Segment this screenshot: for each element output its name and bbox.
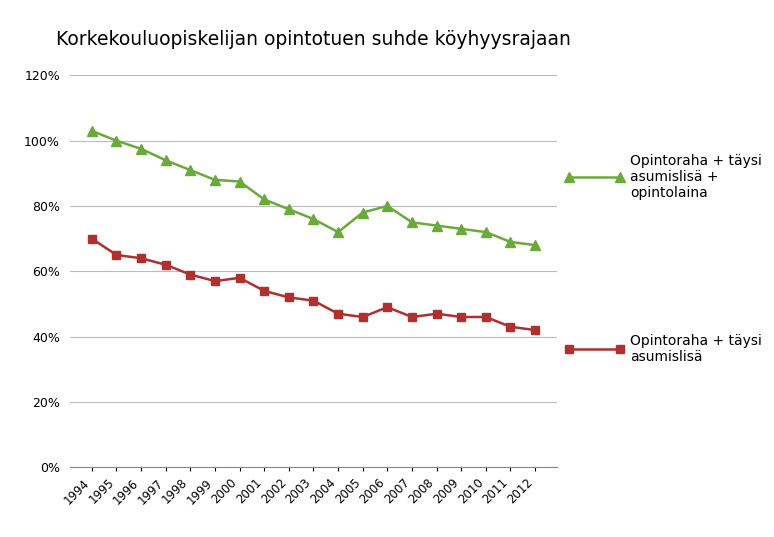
Text: Opintoraha + täysi
asumislisä: Opintoraha + täysi asumislisä (630, 334, 762, 364)
Title: Korkekouluopiskelijan opintotuen suhde köyhyysrajaan: Korkekouluopiskelijan opintotuen suhde k… (56, 30, 571, 49)
Text: Opintoraha + täysi
asumislisä +
opintolaina: Opintoraha + täysi asumislisä + opintola… (630, 154, 762, 200)
